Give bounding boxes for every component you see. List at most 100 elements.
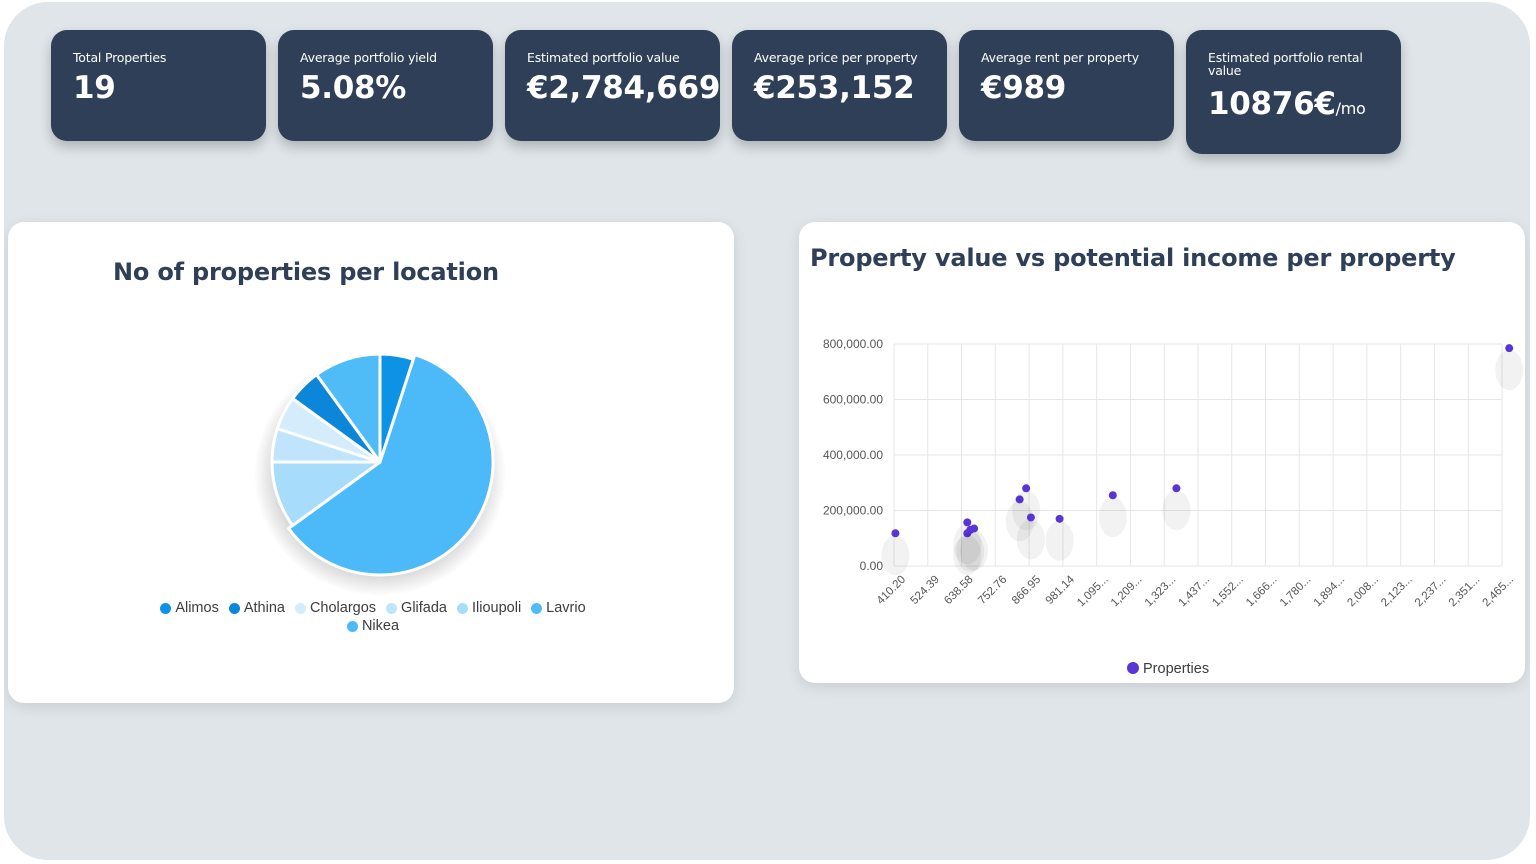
legend-label: Alimos	[175, 600, 219, 616]
kpi-label: Estimated portfolio rental value	[1208, 50, 1363, 78]
legend-swatch	[531, 602, 543, 614]
x-tick-label: 2,008...	[1345, 574, 1381, 610]
scatter-legend[interactable]: Properties	[1127, 661, 1209, 677]
scatter-point[interactable]	[970, 524, 979, 533]
kpi-value: 19	[73, 70, 116, 106]
kpi-value: €253,152	[754, 70, 915, 106]
x-tick-label: 638.58	[942, 574, 975, 607]
pie-legend-item-ilioupoli[interactable]: Ilioupoli	[457, 600, 521, 616]
kpi-value-number: 10876€	[1208, 86, 1336, 122]
scatter-point[interactable]	[891, 529, 900, 538]
legend-swatch	[294, 602, 306, 614]
kpi-label: Estimated portfolio value	[527, 50, 680, 65]
pie-chart	[254, 352, 506, 596]
kpi-value: 5.08%	[300, 70, 407, 106]
x-tick-label: 981.14	[1044, 573, 1078, 607]
scatter-point-shadow	[960, 530, 989, 571]
legend-swatch	[346, 620, 358, 632]
scatter-point-shadow	[1016, 519, 1045, 560]
x-tick-label: 2,465...	[1481, 574, 1517, 610]
scatter-point[interactable]	[1172, 484, 1181, 493]
kpi-average-yield: Average portfolio yield 5.08%	[278, 30, 493, 141]
x-tick-label: 1,894...	[1312, 574, 1348, 610]
x-tick-label: 2,123...	[1379, 574, 1415, 610]
y-tick-label: 800,000.00	[823, 337, 883, 351]
scatter-grid	[893, 343, 1503, 567]
scatter-point[interactable]	[1015, 495, 1024, 504]
pie-chart-card: No of properties per location Alimos Athi…	[8, 222, 734, 703]
scatter-point[interactable]	[963, 518, 972, 527]
x-tick-label: 752.76	[976, 574, 1009, 607]
legend-label: Athina	[243, 600, 285, 616]
scatter-point[interactable]	[1505, 344, 1514, 353]
y-tick-label: 0.00	[860, 559, 884, 573]
kpi-value: €2,784,669	[527, 70, 721, 106]
legend-label: Properties	[1143, 661, 1209, 677]
scatter-point-shadow	[953, 524, 982, 565]
kpi-value-unit: /mo	[1335, 99, 1366, 118]
x-tick-label: 410.20	[875, 574, 908, 607]
kpi-label: Total Properties	[73, 50, 167, 65]
x-tick-label: 1,780...	[1278, 574, 1314, 610]
x-tick-label: 1,552...	[1210, 574, 1246, 610]
scatter-point[interactable]	[1026, 513, 1035, 522]
scatter-chart-title: Property value vs potential income per p…	[810, 244, 1456, 272]
x-tick-label: 1,666...	[1244, 574, 1280, 610]
x-tick-label: 2,351...	[1447, 574, 1483, 610]
scatter-point[interactable]	[1055, 514, 1064, 523]
legend-swatch	[1127, 662, 1139, 674]
legend-label: Cholargos	[309, 600, 377, 616]
legend-swatch	[228, 602, 240, 614]
legend-label: Glifada	[401, 600, 447, 616]
x-tick-label: 1,209...	[1109, 574, 1145, 610]
x-tick-label: 524.39	[909, 574, 942, 607]
kpi-label: Average price per property	[754, 50, 918, 65]
pie-legend: Alimos Athina Cholargos Glifada Ilioupoli Lav…	[128, 600, 618, 636]
x-tick-label: 1,437...	[1177, 574, 1213, 610]
kpi-label: Average portfolio yield	[300, 50, 437, 65]
x-tick-label: 2,237...	[1413, 574, 1449, 610]
pie-legend-item-lavrio[interactable]: Lavrio	[531, 600, 586, 616]
legend-swatch	[457, 602, 468, 614]
pie-chart-title: No of properties per location	[113, 258, 499, 286]
scatter-point[interactable]	[1022, 484, 1031, 493]
scatter-point-shadow	[1005, 501, 1034, 542]
kpi-average-rent: Average rent per property €989	[959, 30, 1174, 141]
legend-label: Ilioupoli	[472, 600, 522, 616]
pie-legend-item-alimos[interactable]: Alimos	[160, 600, 219, 616]
scatter-point-shadow	[1098, 497, 1127, 538]
kpi-label: Average rent per property	[981, 50, 1139, 65]
pie-legend-item-athina[interactable]: Athina	[228, 600, 285, 616]
scatter-chart-card: Property value vs potential income per p…	[799, 222, 1525, 683]
pie-legend-item-nikea[interactable]: Nikea	[346, 618, 400, 634]
scatter-point[interactable]	[1108, 491, 1117, 500]
scatter-point-shadow	[881, 535, 910, 576]
scatter-point-shadow	[1495, 350, 1524, 391]
kpi-value: €989	[981, 70, 1067, 106]
pie-legend-item-cholargos[interactable]: Cholargos	[294, 600, 377, 616]
kpi-total-properties: Total Properties 19	[51, 30, 266, 141]
kpi-rental-value: Estimated portfolio rental value 10876€/…	[1186, 30, 1401, 154]
pie-slices	[270, 352, 495, 577]
pie-slice-lavrio[interactable]	[315, 352, 382, 464]
x-tick-label: 1,095...	[1075, 574, 1111, 610]
legend-label: Lavrio	[546, 600, 586, 616]
x-tick-label: 866.95	[1010, 574, 1043, 607]
pie-legend-item-glifada[interactable]: Glifada	[386, 600, 447, 616]
x-tick-label: 1,323...	[1143, 574, 1179, 610]
scatter-point-shadow	[1162, 490, 1191, 531]
y-tick-label: 400,000.00	[823, 448, 883, 462]
y-tick-label: 600,000.00	[823, 393, 883, 407]
pie-slice-nikea[interactable]	[287, 353, 495, 577]
dashboard: Total Properties 19 Average portfolio yi…	[4, 2, 1530, 860]
scatter-point-shadow	[956, 531, 985, 572]
kpi-value: 10876€/mo	[1208, 86, 1377, 122]
legend-label: Nikea	[361, 618, 400, 634]
scatter-chart: 800,000.00 600,000.00 400,000.00 200,000.00…	[823, 337, 1524, 677]
kpi-average-price: Average price per property €253,152	[732, 30, 947, 141]
kpi-portfolio-value: Estimated portfolio value €2,784,669	[505, 30, 720, 141]
legend-swatch	[160, 602, 172, 614]
scatter-point-shadow	[953, 535, 982, 576]
y-tick-label: 200,000.00	[823, 504, 883, 518]
legend-swatch	[386, 602, 398, 614]
